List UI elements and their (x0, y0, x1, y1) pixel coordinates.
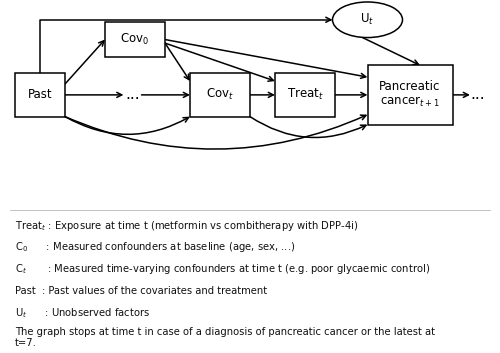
FancyBboxPatch shape (275, 73, 335, 116)
Text: U$_t$: U$_t$ (360, 12, 374, 27)
Text: ...: ... (125, 88, 140, 102)
Text: C$_t$       : Measured time-varying confounders at time t (e.g. poor glycaemic c: C$_t$ : Measured time-varying confounder… (15, 262, 430, 276)
Text: Treat$_t$ : Exposure at time t (metformin vs combitherapy with DPP-4i): Treat$_t$ : Exposure at time t (metformi… (15, 219, 358, 233)
Text: Cov$_0$: Cov$_0$ (120, 32, 150, 47)
Text: Treat$_t$: Treat$_t$ (286, 87, 324, 102)
Text: ...: ... (470, 88, 485, 102)
FancyBboxPatch shape (368, 65, 452, 125)
Text: Past: Past (28, 88, 52, 101)
Text: Pancreatic
cancer$_{t+1}$: Pancreatic cancer$_{t+1}$ (380, 80, 440, 109)
Text: The graph stops at time t in case of a diagnosis of pancreatic cancer or the lat: The graph stops at time t in case of a d… (15, 327, 435, 348)
FancyBboxPatch shape (15, 73, 65, 116)
Text: U$_t$      : Unobserved factors: U$_t$ : Unobserved factors (15, 306, 150, 319)
Text: Past  : Past values of the covariates and treatment: Past : Past values of the covariates and… (15, 286, 267, 296)
FancyBboxPatch shape (105, 22, 165, 57)
Ellipse shape (332, 2, 402, 37)
FancyBboxPatch shape (190, 73, 250, 116)
Text: Cov$_t$: Cov$_t$ (206, 87, 234, 102)
Text: C$_0$      : Measured confounders at baseline (age, sex, ...): C$_0$ : Measured confounders at baseline… (15, 240, 296, 255)
